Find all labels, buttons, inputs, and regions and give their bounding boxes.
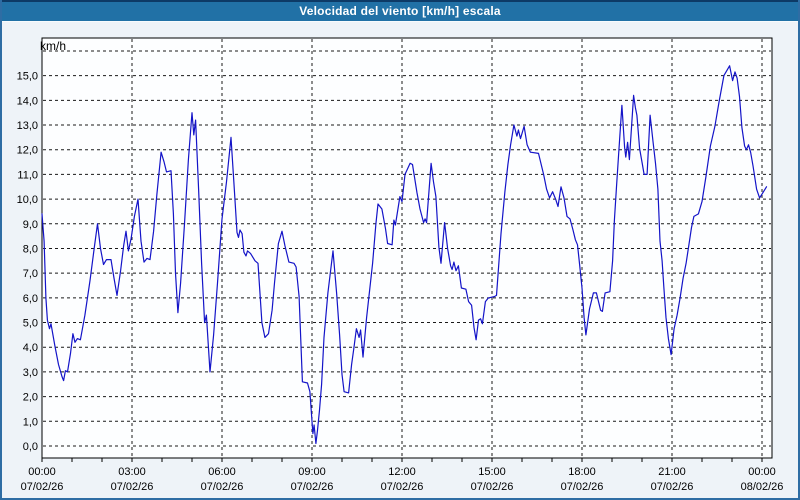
y-tick-label: 8,0: [23, 243, 38, 255]
y-tick-label: 3,0: [23, 367, 38, 379]
y-tick-label: 7,0: [23, 268, 38, 280]
x-tick-label-date: 07/02/26: [291, 481, 334, 493]
x-tick-label-date: 07/02/26: [561, 481, 604, 493]
y-tick-label: 9,0: [23, 219, 38, 231]
y-tick-label: 4,0: [23, 342, 38, 354]
y-tick-label: 13,0: [17, 120, 38, 132]
y-tick-label: 15,0: [17, 71, 38, 83]
wind-speed-line: [41, 65, 768, 445]
x-tick-label-time: 21:00: [658, 466, 686, 478]
x-tick-label-date: 07/02/26: [651, 481, 694, 493]
y-axis-unit-label: km/h: [40, 39, 66, 53]
y-tick-label: 2,0: [23, 392, 38, 404]
y-tick-label: 10,0: [17, 194, 38, 206]
x-tick-label-time: 00:00: [28, 466, 56, 478]
y-tick-label: 5,0: [23, 318, 38, 330]
y-tick-label: 6,0: [23, 293, 38, 305]
x-tick-label-time: 09:00: [298, 466, 326, 478]
y-tick-label: 14,0: [17, 95, 38, 107]
y-tick-label: 1,0: [23, 416, 38, 428]
x-tick-label-date: 07/02/26: [381, 481, 424, 493]
x-tick-label-date: 07/02/26: [471, 481, 514, 493]
y-tick-label: 11,0: [17, 169, 38, 181]
chart-title: Velocidad del viento [km/h] escala: [299, 4, 501, 18]
x-tick-label-time: 18:00: [568, 466, 596, 478]
x-tick-label-date: 07/02/26: [21, 481, 64, 493]
y-tick-label: 0,0: [23, 441, 38, 453]
x-tick-label-time: 03:00: [118, 466, 146, 478]
x-tick-label-date: 08/02/26: [741, 481, 784, 493]
x-tick-label-time: 12:00: [388, 466, 416, 478]
x-tick-label-date: 07/02/26: [201, 481, 244, 493]
y-tick-label: 12,0: [17, 145, 38, 157]
x-tick-label-time: 15:00: [478, 466, 506, 478]
x-tick-label-date: 07/02/26: [111, 481, 154, 493]
x-tick-label-time: 06:00: [208, 466, 236, 478]
x-tick-label-time: 00:00: [748, 466, 776, 478]
title-bar: Velocidad del viento [km/h] escala: [2, 0, 798, 22]
